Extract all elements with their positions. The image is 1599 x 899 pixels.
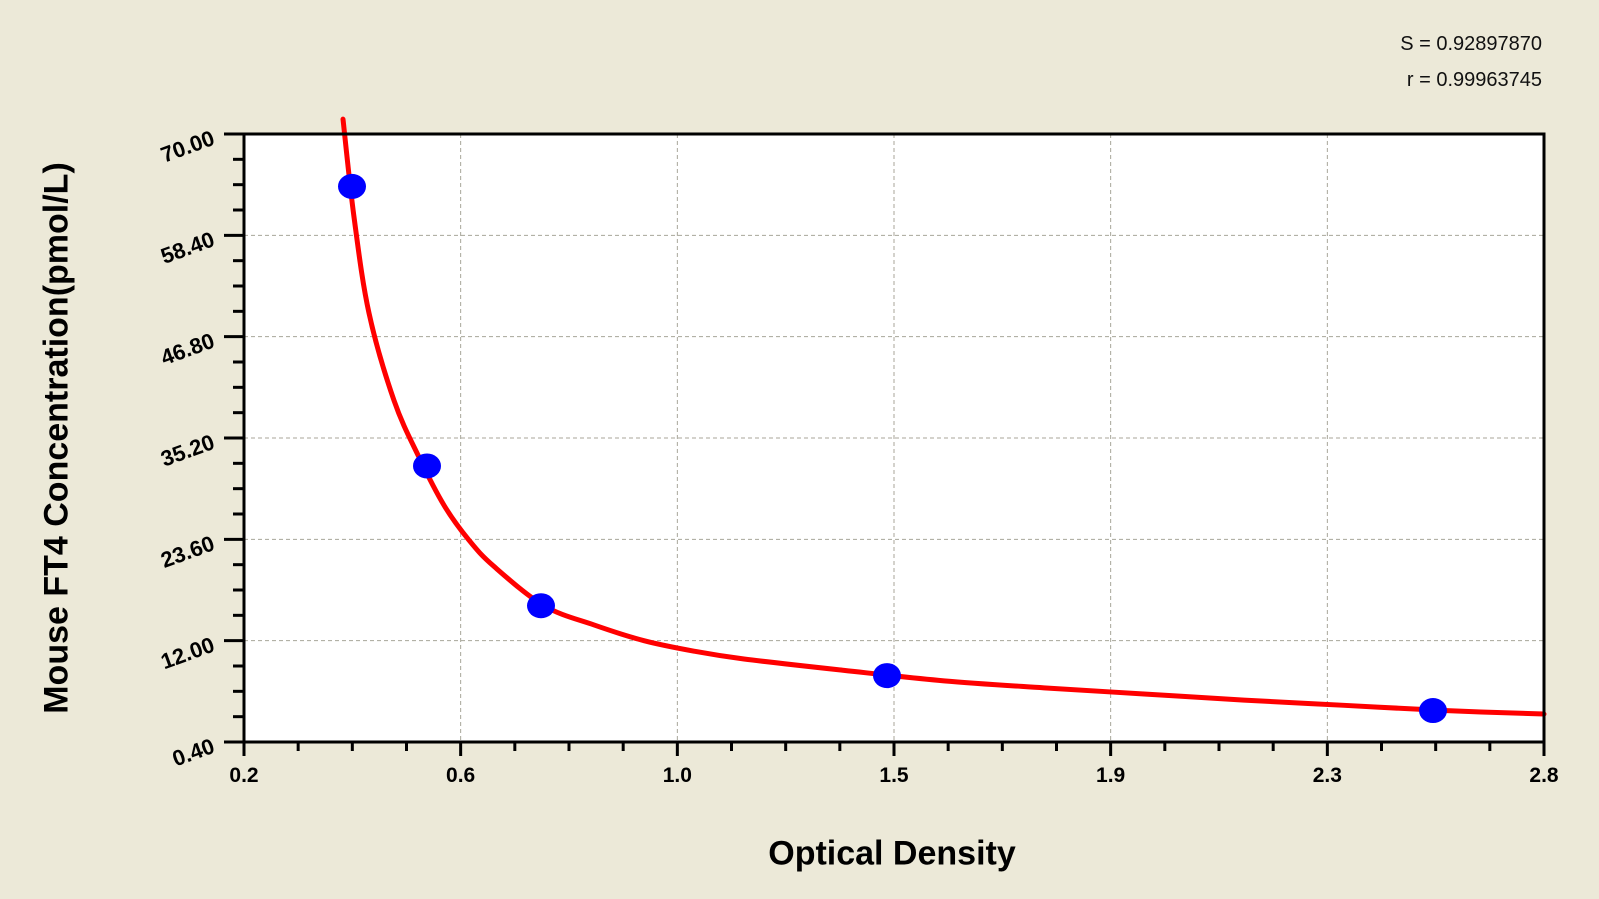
x-axis-title: Optical Density — [768, 834, 1016, 873]
y-axis-tick-labels: 0.40 12.00 23.60 35.20 46.80 58.40 70.00 — [157, 125, 217, 771]
x-tick-label: 1.9 — [1096, 764, 1125, 787]
data-point — [413, 453, 441, 479]
x-tick-label: 1.5 — [879, 764, 909, 787]
x-axis-tick-labels: 0.2 0.6 1.0 1.5 1.9 2.3 2.8 — [229, 764, 1559, 787]
y-tick-label: 46.80 — [157, 328, 217, 370]
x-tick-label: 0.6 — [446, 764, 475, 787]
data-point — [527, 593, 555, 619]
s-statistic: S = 0.92897870 — [1400, 33, 1542, 55]
x-tick-label: 1.0 — [663, 764, 692, 787]
major-ticks — [224, 132, 1546, 756]
x-tick-label: 0.2 — [229, 764, 258, 787]
fitted-curve — [340, 116, 1547, 717]
r-statistic: r = 0.99963745 — [1406, 69, 1542, 91]
y-tick-label: 12.00 — [157, 632, 217, 674]
x-tick-label: 2.8 — [1529, 764, 1559, 787]
axes — [242, 132, 1546, 744]
y-tick-label: 23.60 — [157, 531, 217, 573]
x-tick-label: 2.3 — [1313, 764, 1342, 787]
data-point — [873, 663, 901, 689]
gridlines — [244, 134, 1544, 742]
data-point — [1419, 698, 1447, 724]
y-axis-title: Mouse FT4 Concentration(pmol/L) — [37, 162, 76, 714]
y-tick-label: 70.00 — [157, 125, 217, 167]
y-tick-label: 35.20 — [157, 429, 217, 471]
y-tick-label: 0.40 — [169, 733, 218, 771]
data-points — [338, 173, 1447, 724]
y-tick-label: 58.40 — [157, 227, 217, 269]
plot-frame — [242, 132, 1546, 744]
data-point — [338, 173, 366, 199]
